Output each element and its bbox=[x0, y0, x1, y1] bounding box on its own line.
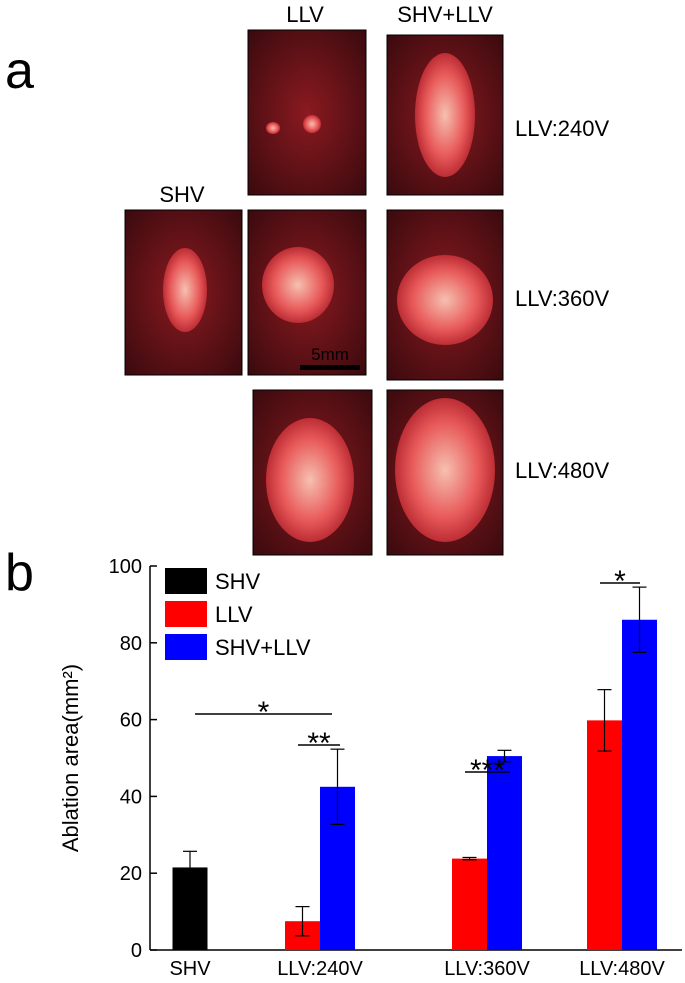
lesion bbox=[415, 53, 475, 177]
legend-swatch bbox=[165, 568, 207, 594]
panel-label: a bbox=[5, 42, 34, 100]
lesion bbox=[397, 255, 493, 345]
x-tick-label: SHV bbox=[169, 958, 211, 980]
legend-label: SHV+LLV bbox=[215, 635, 311, 660]
legend-swatch bbox=[165, 634, 207, 660]
lesion bbox=[163, 248, 207, 332]
significance-label: * bbox=[258, 696, 270, 729]
y-tick-label: 0 bbox=[131, 940, 142, 962]
y-tick-label: 80 bbox=[120, 633, 142, 655]
bar bbox=[452, 858, 487, 950]
legend-label: LLV bbox=[215, 602, 253, 627]
row-label: LLV:240V bbox=[515, 116, 610, 141]
panel-label: b bbox=[5, 544, 34, 602]
lesion bbox=[303, 115, 321, 133]
photo bbox=[247, 29, 367, 196]
row-label: LLV:480V bbox=[515, 458, 610, 483]
lesion bbox=[266, 418, 354, 542]
y-tick-label: 20 bbox=[120, 863, 142, 885]
column-label: LLV bbox=[286, 2, 324, 27]
x-tick-label: LLV:360V bbox=[444, 958, 530, 980]
significance-label: * bbox=[614, 565, 626, 598]
significance-label: *** bbox=[470, 754, 505, 787]
y-tick-label: 60 bbox=[120, 710, 142, 732]
scale-bar bbox=[300, 365, 360, 370]
y-tick-label: 40 bbox=[120, 786, 142, 808]
lesion bbox=[395, 398, 495, 542]
lesion bbox=[262, 247, 334, 323]
bar bbox=[587, 720, 622, 950]
lesion bbox=[266, 122, 280, 134]
x-tick-label: LLV:240V bbox=[277, 958, 363, 980]
legend-label: SHV bbox=[215, 569, 261, 594]
column-label: SHV+LLV bbox=[397, 2, 493, 27]
y-tick-label: 100 bbox=[109, 556, 142, 578]
scale-label: 5mm bbox=[311, 345, 349, 364]
bar bbox=[622, 619, 657, 950]
legend-swatch bbox=[165, 601, 207, 627]
photos bbox=[124, 29, 504, 556]
bar bbox=[487, 756, 522, 950]
y-axis-label: Ablation area(mm²) bbox=[58, 664, 83, 852]
column-label: SHV bbox=[159, 182, 205, 207]
x-tick-label: LLV:480V bbox=[579, 958, 665, 980]
significance-label: ** bbox=[307, 727, 331, 760]
row-label: LLV:360V bbox=[515, 286, 610, 311]
